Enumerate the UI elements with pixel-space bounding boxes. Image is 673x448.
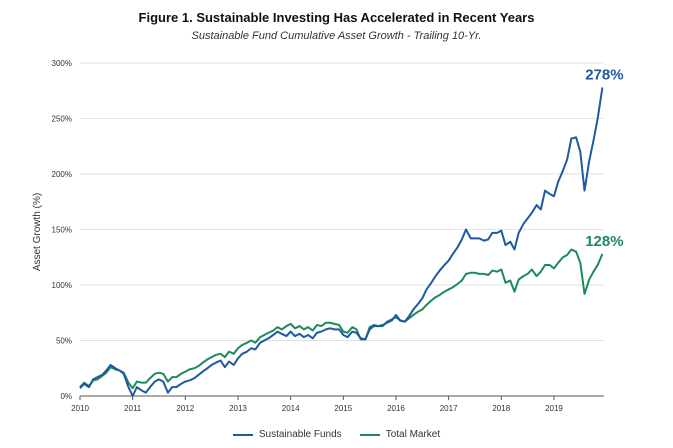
chart-title: Figure 1. Sustainable Investing Has Acce… — [138, 10, 535, 25]
series-line-total-market — [79, 248, 604, 390]
x-tick-label: 2010 — [71, 404, 89, 413]
y-axis-title: Asset Growth (%) — [32, 193, 43, 271]
x-tick-label: 2013 — [229, 404, 247, 413]
x-tick-label: 2015 — [334, 404, 352, 413]
y-tick-label: 150% — [52, 226, 72, 235]
end-label-total-market: 128% — [585, 233, 623, 250]
legend-swatch-total-market — [359, 433, 380, 436]
x-tick-label: 2019 — [545, 404, 563, 413]
y-axis-ticks: 0% 50% 100% 150% 200% 250% 300% — [52, 59, 72, 401]
y-tick-label: 250% — [52, 115, 72, 124]
x-tick-label: 2014 — [282, 404, 300, 413]
end-label-sustainable-funds: 278% — [585, 66, 623, 83]
chart-subtitle: Sustainable Fund Cumulative Asset Growth… — [191, 30, 482, 42]
legend-item-total-market: Total Market — [359, 429, 441, 440]
y-tick-label: 0% — [60, 392, 72, 401]
y-tick-label: 100% — [52, 281, 72, 290]
legend: Sustainable Funds Total Market — [0, 429, 673, 440]
x-axis: 2010 2011 2012 2013 2014 2015 2016 2017 2018 2019 — [71, 395, 604, 413]
series-lines — [79, 87, 604, 397]
x-tick-label: 2011 — [124, 404, 142, 413]
gridlines — [80, 62, 604, 341]
end-labels: 278% 128% — [585, 66, 623, 250]
legend-item-sustainable-funds: Sustainable Funds — [232, 429, 342, 440]
y-tick-label: 50% — [56, 337, 72, 346]
x-tick-label: 2018 — [492, 404, 510, 413]
legend-label-total-market: Total Market — [385, 429, 441, 440]
series-line-sustainable-funds — [79, 87, 604, 397]
legend-swatch-sustainable-funds — [232, 433, 253, 436]
x-tick-label: 2016 — [387, 404, 405, 413]
legend-label-sustainable-funds: Sustainable Funds — [258, 429, 342, 440]
x-tick-label: 2017 — [440, 404, 458, 413]
y-tick-label: 300% — [52, 59, 72, 68]
x-tick-label: 2012 — [176, 404, 194, 413]
y-tick-label: 200% — [52, 170, 72, 179]
